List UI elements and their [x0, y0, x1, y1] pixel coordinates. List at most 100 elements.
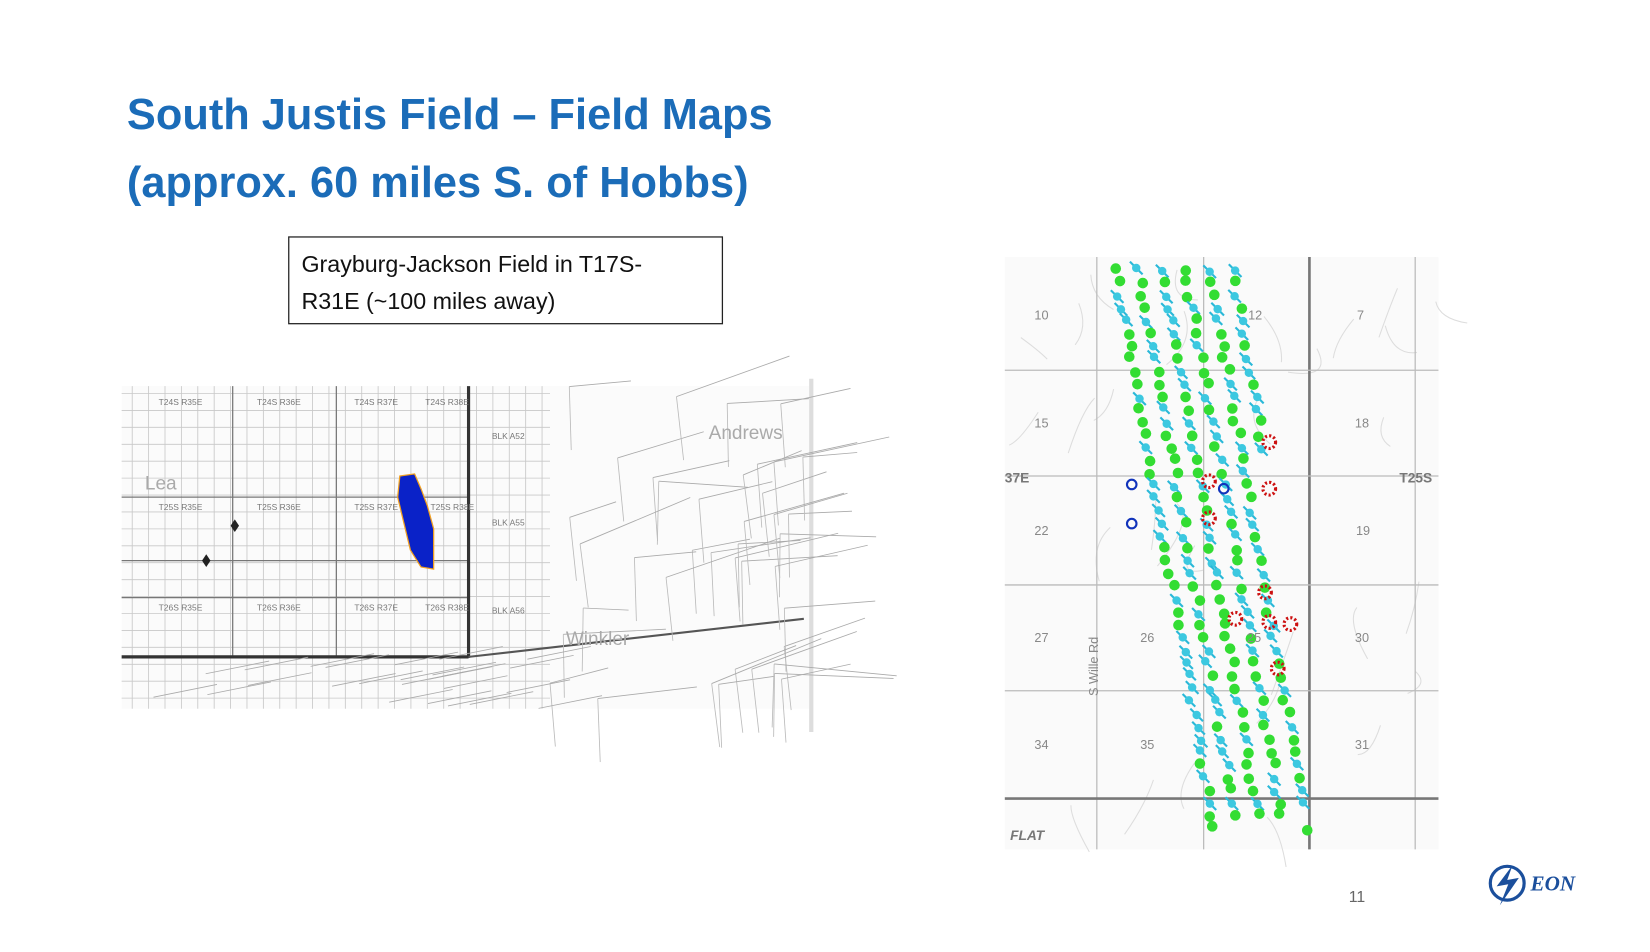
producer-well	[1186, 430, 1198, 442]
map-line	[617, 431, 704, 459]
injector-well	[1245, 508, 1254, 518]
injector-well	[1201, 657, 1210, 666]
injector-well	[1189, 303, 1198, 313]
injector-well	[1253, 545, 1262, 554]
injector-well	[1205, 686, 1215, 695]
producer-well	[1216, 468, 1227, 480]
injector-well	[1253, 392, 1262, 402]
map-line	[773, 461, 779, 526]
producer-well	[1137, 416, 1148, 428]
map-label: 25	[1247, 631, 1261, 645]
terrain-line	[1124, 779, 1154, 835]
producer-well	[1247, 655, 1259, 667]
producer-well	[1275, 799, 1287, 810]
map-line	[581, 607, 584, 672]
map-line	[718, 684, 723, 748]
injector-well	[1215, 707, 1224, 717]
producer-well	[1226, 671, 1238, 682]
producer-well	[1245, 633, 1257, 644]
map-line	[726, 403, 729, 467]
producer-well	[1289, 746, 1301, 757]
producer-well	[1211, 721, 1223, 732]
map-label: 30	[1355, 631, 1369, 645]
producer-well	[1169, 579, 1180, 591]
producer-well	[1170, 339, 1182, 350]
injector-well	[1266, 631, 1275, 641]
map-label: 10	[1034, 308, 1048, 322]
producer-well	[1154, 379, 1165, 391]
producer-well	[1224, 643, 1236, 654]
injector-well	[1237, 443, 1247, 453]
injector-well	[1185, 568, 1194, 578]
map-line	[432, 661, 497, 676]
map-label: Winkler	[566, 629, 630, 650]
producer-well	[1166, 443, 1178, 454]
map-line	[443, 675, 508, 689]
map-line	[784, 600, 876, 609]
injector-well	[1148, 341, 1158, 351]
producer-well	[1255, 415, 1267, 426]
logo-text: EON	[1529, 872, 1575, 896]
producer-well	[1110, 263, 1122, 274]
producer-well	[1273, 808, 1285, 819]
injector-well	[1230, 530, 1240, 539]
map-line	[569, 501, 617, 518]
terrain-line	[1180, 763, 1195, 810]
map-label: BLK A52	[492, 431, 525, 441]
producer-well	[1222, 774, 1234, 785]
map-line	[771, 663, 775, 728]
map-line	[783, 608, 787, 672]
map-line	[310, 653, 375, 667]
map-label: T26S R37E	[354, 602, 398, 612]
injector-well	[1112, 292, 1122, 301]
producer-well	[1137, 277, 1149, 289]
injector-well	[1241, 354, 1251, 364]
map-line	[469, 691, 534, 705]
producer-well	[1258, 719, 1269, 731]
map-line	[751, 631, 857, 670]
callout-text: Grayburg-Jackson Field in T17S-	[301, 251, 642, 277]
injector-well	[1187, 683, 1197, 692]
producer-well	[1126, 340, 1138, 352]
map-label: T24S R38E	[425, 397, 469, 407]
producer-well	[1198, 491, 1209, 503]
terrain-line	[1070, 805, 1090, 853]
injector-well	[1182, 658, 1191, 667]
map-label: T25S R35E	[159, 502, 203, 512]
producer-well	[1254, 808, 1265, 819]
injector-well	[1230, 266, 1240, 275]
producer-well	[1211, 579, 1222, 591]
map-line	[780, 403, 786, 468]
map-line	[527, 646, 591, 660]
injector-well	[1169, 330, 1179, 339]
injector-well	[1141, 317, 1151, 327]
map-line	[738, 540, 801, 545]
producer-well	[1140, 428, 1152, 439]
map-line	[568, 386, 572, 451]
producer-well	[1192, 467, 1204, 479]
well-symbol	[230, 519, 240, 533]
injector-well	[1243, 607, 1252, 617]
producer-well	[1197, 632, 1209, 643]
injector-well	[1257, 445, 1266, 454]
injector-well	[1205, 799, 1215, 808]
producer-well	[1198, 367, 1210, 379]
producer-well	[1227, 415, 1239, 427]
special-well	[1201, 510, 1217, 527]
injector-well	[1157, 519, 1167, 529]
map-line	[563, 628, 666, 635]
injector-well	[1230, 391, 1239, 401]
map-line	[633, 557, 637, 622]
producer-well	[1172, 467, 1184, 479]
producer-well	[1230, 275, 1241, 287]
producer-well	[1114, 275, 1126, 287]
producer-well	[1159, 554, 1171, 566]
map-label: 34	[1034, 738, 1048, 752]
producer-well	[1171, 491, 1183, 503]
logo-bolt	[1496, 865, 1519, 906]
producer-well	[1180, 275, 1191, 286]
producer-well	[1216, 352, 1228, 363]
producer-well	[1198, 352, 1209, 363]
logo-ring	[1488, 864, 1526, 902]
